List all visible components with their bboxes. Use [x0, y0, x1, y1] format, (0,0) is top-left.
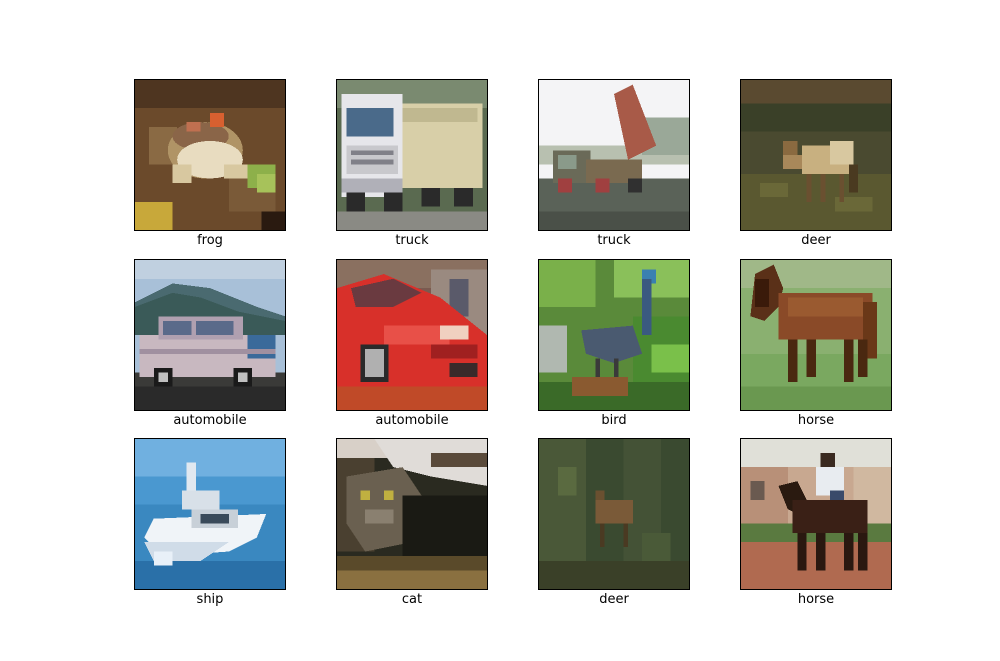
image-label: frog	[197, 233, 223, 248]
image-label: deer	[599, 592, 629, 607]
truck-image	[336, 79, 488, 231]
grid-cell: horse	[740, 438, 892, 618]
horse-image	[740, 259, 892, 411]
silver-car-image	[134, 259, 286, 411]
ship-image	[134, 438, 286, 590]
dump-truck-image	[538, 79, 690, 231]
grid-cell: truck	[336, 79, 488, 259]
deer-image	[740, 79, 892, 231]
grid-cell: horse	[740, 259, 892, 439]
image-label: truck	[395, 233, 429, 248]
cat-image	[336, 438, 488, 590]
grid-cell: frog	[134, 79, 286, 259]
red-car-image	[336, 259, 488, 411]
grid-cell: truck	[538, 79, 690, 259]
grid-cell: deer	[740, 79, 892, 259]
grid-cell: automobile	[336, 259, 488, 439]
grid-cell: bird	[538, 259, 690, 439]
image-label: automobile	[173, 413, 247, 428]
grid-cell: cat	[336, 438, 488, 618]
grid-cell: ship	[134, 438, 286, 618]
image-label: automobile	[375, 413, 449, 428]
image-label: horse	[797, 413, 835, 428]
horse-rider-image	[740, 438, 892, 590]
grid-cell: automobile	[134, 259, 286, 439]
image-label: ship	[196, 592, 224, 607]
grid-cell: deer	[538, 438, 690, 618]
image-label: truck	[597, 233, 631, 248]
frog-image	[134, 79, 286, 231]
image-label: deer	[801, 233, 831, 248]
bird-image	[538, 259, 690, 411]
image-label: bird	[601, 413, 627, 428]
deer-forest-image	[538, 438, 690, 590]
image-label: cat	[401, 592, 423, 607]
image-label: horse	[797, 592, 835, 607]
